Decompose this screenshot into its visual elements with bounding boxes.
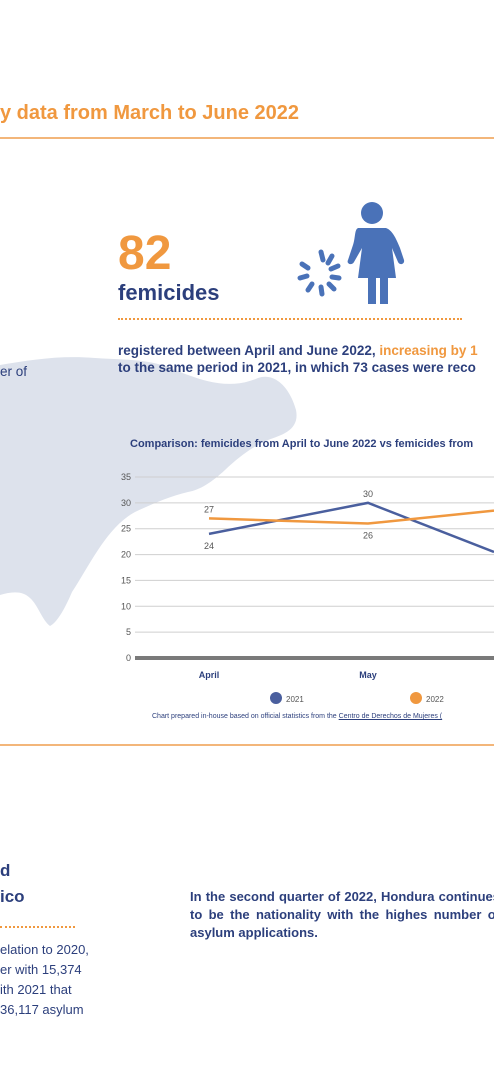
y-tick-label: 30	[121, 498, 131, 508]
chart-title: Comparison: femicides from April to June…	[130, 438, 474, 450]
y-tick-label: 0	[126, 653, 131, 663]
legend-marker-2022	[410, 692, 422, 704]
femicide-text-highlight: increasing by 1	[379, 343, 478, 358]
dotted-divider	[118, 318, 462, 320]
y-tick-label: 15	[121, 575, 131, 585]
woman-figure-icon	[297, 202, 405, 304]
x-tick-label: April	[199, 670, 220, 680]
chart-source-link[interactable]: Centro de Derechos de Mujeres (	[338, 713, 443, 720]
series-line-2022	[208, 509, 494, 525]
asylum-heading-line1: d	[0, 861, 11, 880]
y-tick-label: 5	[126, 627, 131, 637]
x-tick-label: May	[359, 670, 377, 680]
y-tick-label: 35	[121, 472, 131, 482]
asylum-left-text: elation to 2020, er with 15,374 ith 2021…	[0, 940, 89, 1020]
legend-label: 2021	[286, 695, 304, 704]
chart-source-prefix: Chart prepared in-house based on officia…	[152, 713, 339, 720]
broken-circle-icon	[297, 249, 342, 297]
header-divider	[0, 137, 494, 139]
asylum-left-line: ith 2021 that	[0, 982, 72, 997]
series-line-2021	[208, 501, 494, 554]
chart-source: Chart prepared in-house based on officia…	[152, 713, 442, 720]
femicide-count: 82	[118, 227, 172, 280]
femicide-text-main: registered between April and June 2022,	[118, 343, 380, 358]
data-label: 26	[363, 531, 373, 541]
y-tick-label: 25	[121, 524, 131, 534]
honduras-map-shape	[0, 357, 297, 626]
asylum-heading-line2: ico	[0, 887, 25, 906]
asylum-heading: d ico	[0, 858, 25, 910]
side-text: er of	[0, 364, 28, 379]
data-label: 30	[363, 489, 373, 499]
y-tick-label: 10	[121, 601, 131, 611]
asylum-right-text: In the second quarter of 2022, Hondura c…	[190, 889, 494, 940]
femicide-label: femicides	[118, 280, 220, 305]
y-tick-label: 20	[121, 550, 131, 560]
section-divider	[0, 744, 494, 746]
data-label: 24	[204, 541, 214, 551]
femicide-text-line2: to the same period in 2021, in which 73 …	[118, 360, 476, 375]
asylum-left-line: er with 15,374	[0, 962, 82, 977]
asylum-left-line: elation to 2020,	[0, 942, 89, 957]
femicide-description: registered between April and June 2022, …	[118, 342, 494, 376]
legend-label: 2022	[426, 695, 444, 704]
data-label: 27	[204, 504, 214, 514]
line-chart: 0 5 10 15 20 25 30 35 April May 24 30 27 26 2021 2022	[121, 472, 494, 704]
legend-marker-2021	[270, 692, 282, 704]
asylum-left-line: 36,117 asylum	[0, 1002, 84, 1017]
dotted-divider-2	[0, 926, 75, 928]
section-title: y data from March to June 2022	[0, 102, 299, 124]
